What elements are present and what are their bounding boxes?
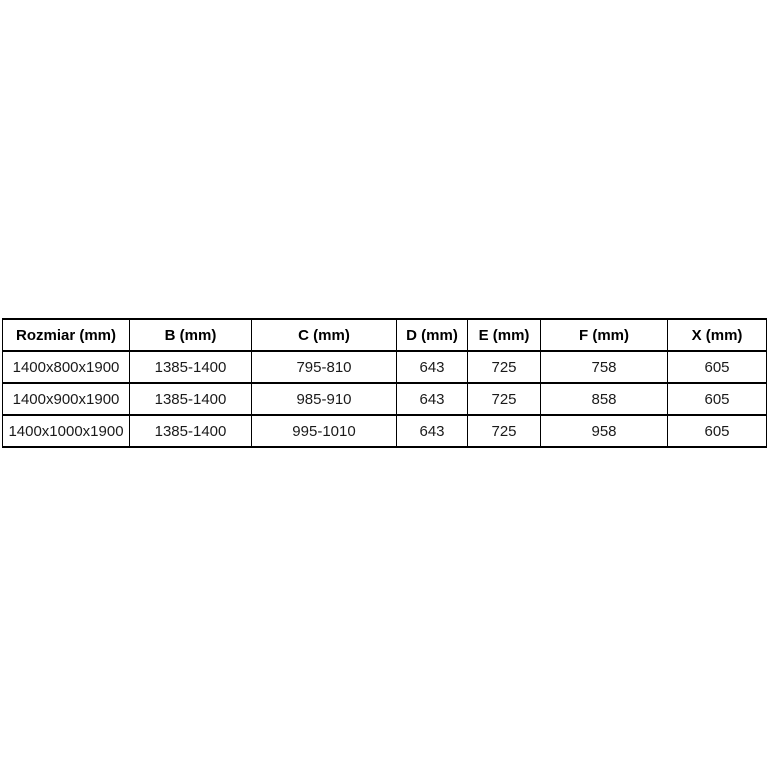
table-cell: 858	[540, 382, 668, 416]
header-cell-d: D (mm)	[396, 318, 468, 352]
header-cell-f: F (mm)	[540, 318, 668, 352]
table-cell: 795-810	[251, 350, 397, 384]
table-cell: 1400x900x1900	[2, 382, 130, 416]
table-cell: 725	[467, 350, 541, 384]
table-cell: 643	[396, 382, 468, 416]
dimensions-table: Rozmiar (mm) B (mm) C (mm) D (mm) E (mm)…	[2, 318, 767, 448]
table-row: 1400x800x1900 1385-1400 795-810 643 725 …	[2, 350, 767, 384]
header-row: Rozmiar (mm) B (mm) C (mm) D (mm) E (mm)…	[2, 318, 767, 352]
table-row: 1400x900x1900 1385-1400 985-910 643 725 …	[2, 382, 767, 416]
table-cell: 643	[396, 414, 468, 448]
header-cell-rozmiar: Rozmiar (mm)	[2, 318, 130, 352]
table-cell: 995-1010	[251, 414, 397, 448]
table-cell: 958	[540, 414, 668, 448]
table-cell: 605	[667, 382, 767, 416]
header-cell-b: B (mm)	[129, 318, 252, 352]
table-cell: 985-910	[251, 382, 397, 416]
table-row: 1400x1000x1900 1385-1400 995-1010 643 72…	[2, 414, 767, 448]
dimensions-table-container: Rozmiar (mm) B (mm) C (mm) D (mm) E (mm)…	[2, 318, 767, 448]
table-cell: 1385-1400	[129, 414, 252, 448]
table-cell: 605	[667, 350, 767, 384]
table-cell: 1400x800x1900	[2, 350, 130, 384]
table-cell: 643	[396, 350, 468, 384]
table-cell: 1385-1400	[129, 382, 252, 416]
header-cell-c: C (mm)	[251, 318, 397, 352]
table-cell: 1385-1400	[129, 350, 252, 384]
table-cell: 605	[667, 414, 767, 448]
table-cell: 725	[467, 414, 541, 448]
header-cell-x: X (mm)	[667, 318, 767, 352]
header-cell-e: E (mm)	[467, 318, 541, 352]
table-cell: 1400x1000x1900	[2, 414, 130, 448]
table-cell: 725	[467, 382, 541, 416]
table-cell: 758	[540, 350, 668, 384]
